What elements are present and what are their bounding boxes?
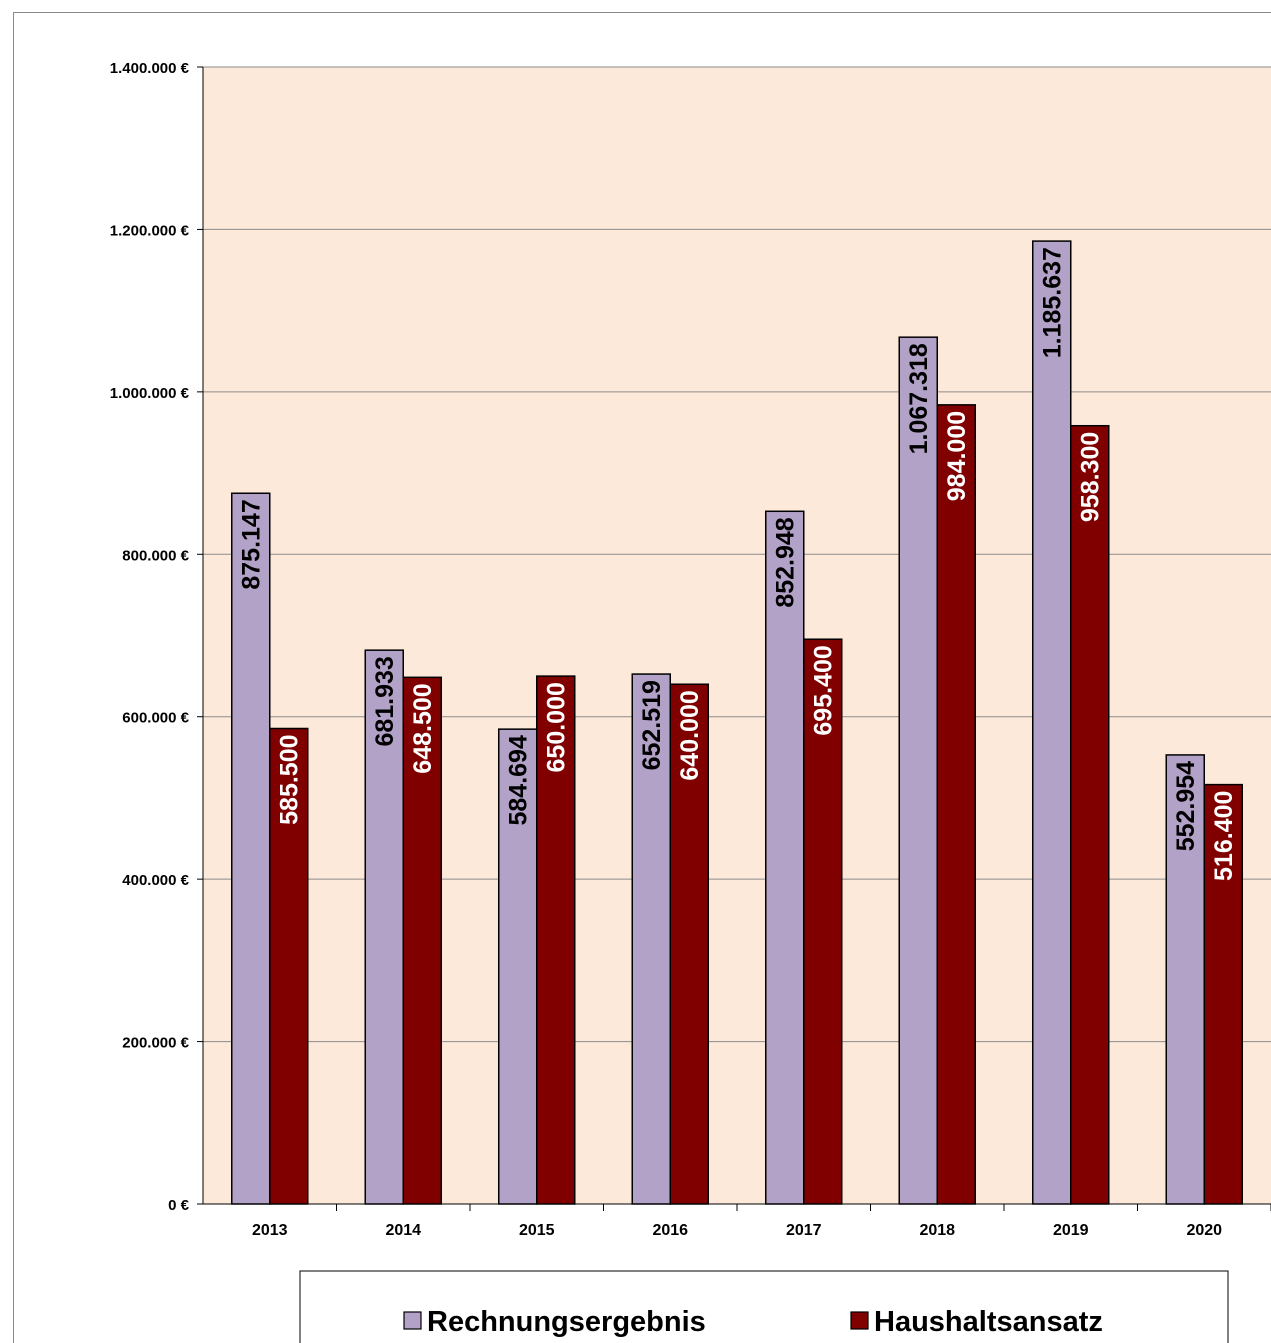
data-label: 681.933 — [371, 656, 399, 746]
data-label: 695.400 — [810, 645, 838, 735]
data-label: 552.954 — [1172, 761, 1200, 851]
bar-rechnungsergebnis-2020 — [1165, 754, 1205, 1205]
data-label: 650.000 — [543, 682, 571, 772]
y-tick-label: 400.000 € — [122, 872, 189, 889]
data-label: 585.500 — [276, 734, 304, 824]
x-tick-label: 2015 — [519, 1222, 555, 1239]
data-label: 652.519 — [638, 680, 666, 770]
bar-haushaltsansatz-2014 — [402, 676, 442, 1205]
x-tick-label: 2014 — [385, 1222, 421, 1239]
x-tick-label: 2020 — [1186, 1222, 1222, 1239]
x-tick-label: 2013 — [252, 1222, 288, 1239]
data-label: 516.400 — [1210, 791, 1238, 881]
legend-label: Haushaltsansatz — [874, 1306, 1103, 1338]
y-tick-label: 1.400.000 € — [110, 60, 190, 77]
data-label: 984.000 — [943, 411, 971, 501]
bar-rechnungsergebnis-2013 — [231, 492, 271, 1205]
bar-rechnungsergebnis-2014 — [364, 649, 404, 1205]
data-label: 875.147 — [238, 499, 266, 589]
y-axis: 0 € 200.000 € 400.000 € 600.000 € 800.000 € 1… — [110, 60, 204, 1214]
bar-haushaltsansatz-2018 — [936, 404, 976, 1205]
plot-background — [203, 67, 1271, 1204]
data-label: 852.948 — [772, 517, 800, 607]
legend-swatch-rechnungsergebnis — [403, 1311, 422, 1330]
y-tick-label: 200.000 € — [122, 1035, 189, 1052]
data-label: 640.000 — [676, 690, 704, 780]
data-label: 1.185.637 — [1039, 247, 1067, 358]
bars: 875.147 585.500 681.933 648.500 584.694 650.0… — [231, 240, 1243, 1205]
bar-haushaltsansatz-2017 — [803, 638, 843, 1205]
y-tick-label: 1.200.000 € — [110, 222, 190, 239]
bar-haushaltsansatz-2020 — [1203, 783, 1243, 1205]
legend-swatch-haushaltsansatz — [850, 1311, 869, 1330]
y-tick-label: 600.000 € — [122, 710, 189, 727]
x-tick-label: 2017 — [786, 1222, 822, 1239]
x-tick-label: 2018 — [919, 1222, 955, 1239]
chart-frame — [13, 12, 1271, 1343]
legend: Rechnungsergebnis Haushaltsansatz — [299, 1270, 1229, 1343]
plot-area — [203, 66, 1271, 1204]
data-label: 648.500 — [409, 683, 437, 773]
x-tick-label: 2016 — [652, 1222, 688, 1239]
x-tick-label: 2019 — [1053, 1222, 1089, 1239]
bar-rechnungsergebnis-2017 — [765, 510, 805, 1205]
legend-box — [299, 1270, 1229, 1343]
data-label: 958.300 — [1077, 432, 1105, 522]
bar-haushaltsansatz-2013 — [269, 727, 309, 1205]
y-tick-label: 800.000 € — [122, 547, 189, 564]
x-axis: 2013 2014 2015 2016 2017 2018 2019 2020 — [203, 1203, 1271, 1239]
y-tick-label: 0 € — [168, 1197, 190, 1214]
bar-haushaltsansatz-2019 — [1070, 424, 1110, 1205]
bar-rechnungsergebnis-2019 — [1032, 240, 1072, 1205]
data-label: 1.067.318 — [905, 343, 933, 454]
data-label: 584.694 — [505, 735, 533, 825]
bar-haushaltsansatz-2015 — [536, 675, 576, 1205]
bar-rechnungsergebnis-2018 — [898, 336, 938, 1205]
bar-haushaltsansatz-2016 — [669, 683, 709, 1205]
legend-label: Rechnungsergebnis — [427, 1306, 706, 1338]
bar-rechnungsergebnis-2016 — [631, 673, 671, 1205]
y-tick-label: 1.000.000 € — [110, 385, 190, 402]
